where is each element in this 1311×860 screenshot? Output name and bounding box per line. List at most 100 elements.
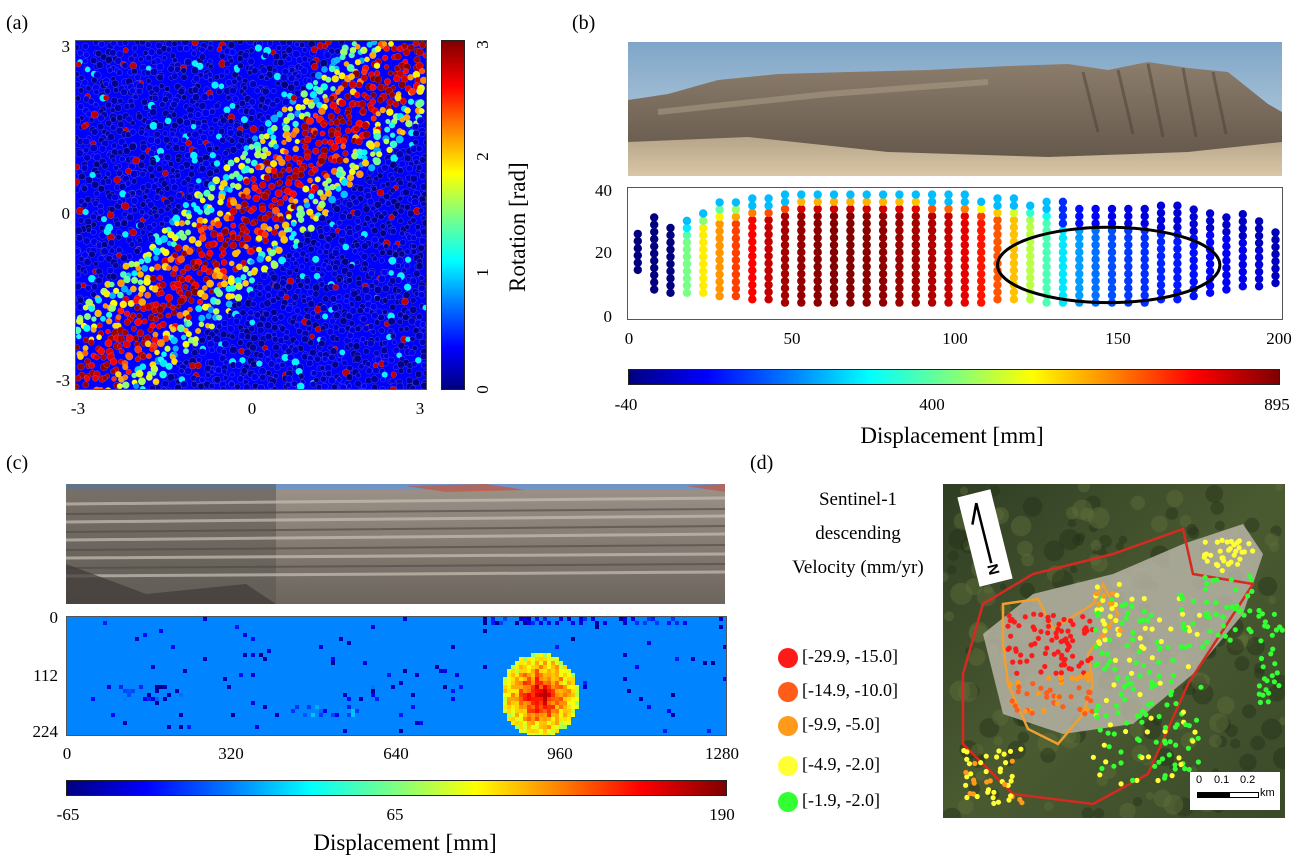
a-particle: [165, 293, 174, 302]
a-particle: [159, 281, 167, 289]
d-ps-point: [1222, 633, 1228, 639]
d-ps-point: [972, 760, 978, 767]
a-particle: [328, 120, 334, 126]
a-particle: [299, 263, 306, 270]
a-particle: [391, 339, 398, 345]
a-particle: [105, 311, 113, 319]
a-particle: [170, 100, 178, 108]
a-particle: [122, 262, 130, 270]
a-particle: [289, 66, 296, 74]
a-particle: [355, 372, 362, 379]
c-cell: [527, 685, 531, 689]
d-ps-point: [1119, 603, 1125, 609]
c-cell: [531, 669, 535, 673]
c-cell: [563, 709, 567, 713]
d-ps-point: [1008, 778, 1014, 784]
a-particle: [110, 97, 119, 105]
c-cell: [251, 653, 255, 657]
c-cell: [547, 681, 551, 685]
a-particle: [174, 244, 182, 252]
c-cell: [419, 721, 423, 725]
a-particle: [285, 136, 292, 143]
a-particle: [298, 373, 305, 380]
d-ps-point: [1093, 662, 1099, 668]
a-particle: [215, 154, 222, 161]
b-point: [1173, 208, 1182, 218]
a-particle: [407, 74, 414, 81]
a-particle: [379, 249, 386, 256]
a-particle: [415, 100, 424, 109]
d-ps-point: [1103, 759, 1109, 765]
c-cell: [543, 665, 547, 669]
a-particle: [391, 45, 398, 52]
b-point: [1189, 241, 1198, 250]
b-point: [1189, 219, 1198, 229]
b-landslide-photo: [628, 42, 1282, 176]
a-particle: [363, 306, 371, 314]
a-particle: [404, 154, 412, 162]
c-cell: [519, 673, 523, 677]
a-particle: [398, 326, 405, 333]
a-particle: [174, 384, 182, 389]
b-point: [977, 298, 986, 307]
a-particle: [319, 365, 326, 371]
a-particle: [132, 94, 139, 100]
a-particle: [395, 135, 404, 144]
d-ps-point: [1236, 545, 1242, 551]
c-cell: [531, 661, 535, 665]
a-particle: [240, 193, 247, 200]
a-particle: [183, 359, 190, 366]
a-particle: [151, 370, 157, 377]
a-particle: [291, 300, 298, 307]
d-ps-point: [1148, 612, 1154, 618]
a-particle: [242, 122, 250, 130]
b-point: [780, 240, 790, 250]
a-particle: [331, 249, 340, 257]
a-x-tick-mid: 0: [247, 399, 257, 418]
b-point: [960, 262, 969, 271]
a-particle: [368, 270, 375, 278]
a-particle: [285, 347, 293, 355]
c-cell: [651, 617, 655, 621]
d-texture: [1258, 576, 1278, 596]
c-cell: [483, 617, 487, 621]
b-point: [1173, 237, 1182, 246]
d-ps-point: [1143, 712, 1149, 718]
d-ps-point: [1276, 683, 1282, 689]
d-ps-point: [1228, 538, 1234, 544]
c-cell: [595, 625, 599, 629]
b-point: [977, 255, 986, 264]
d-texture: [1210, 501, 1224, 515]
a-particle: [361, 242, 369, 250]
a-particle: [245, 194, 252, 200]
c-cell: [555, 661, 559, 665]
a-particle: [169, 304, 176, 311]
a-particle: [285, 179, 293, 187]
c-cell: [335, 713, 339, 717]
b-point: [1205, 209, 1215, 218]
a-particle: [138, 298, 147, 307]
b-point: [1124, 255, 1133, 264]
c-cell: [507, 689, 511, 693]
a-particle: [277, 336, 285, 344]
d-texture: [1174, 797, 1194, 817]
a-particle: [277, 199, 284, 207]
a-particle: [348, 73, 356, 81]
d-ps-point: [1149, 679, 1155, 685]
a-particle: [312, 96, 320, 104]
a-particle: [346, 119, 353, 126]
c-cell: [567, 721, 571, 725]
a-particle: [286, 252, 293, 259]
d-texture: [1214, 520, 1225, 531]
c-cell: [263, 657, 267, 661]
a-particle: [334, 56, 341, 64]
d-ps-point: [1093, 644, 1099, 650]
a-particle: [385, 200, 392, 207]
b-point: [1009, 223, 1019, 232]
c-cell: [523, 717, 527, 721]
d-ps-point: [1180, 621, 1186, 627]
a-particle: [319, 271, 326, 278]
b-point: [1124, 284, 1133, 293]
c-cell: [399, 729, 403, 733]
c-cell: [135, 637, 139, 641]
